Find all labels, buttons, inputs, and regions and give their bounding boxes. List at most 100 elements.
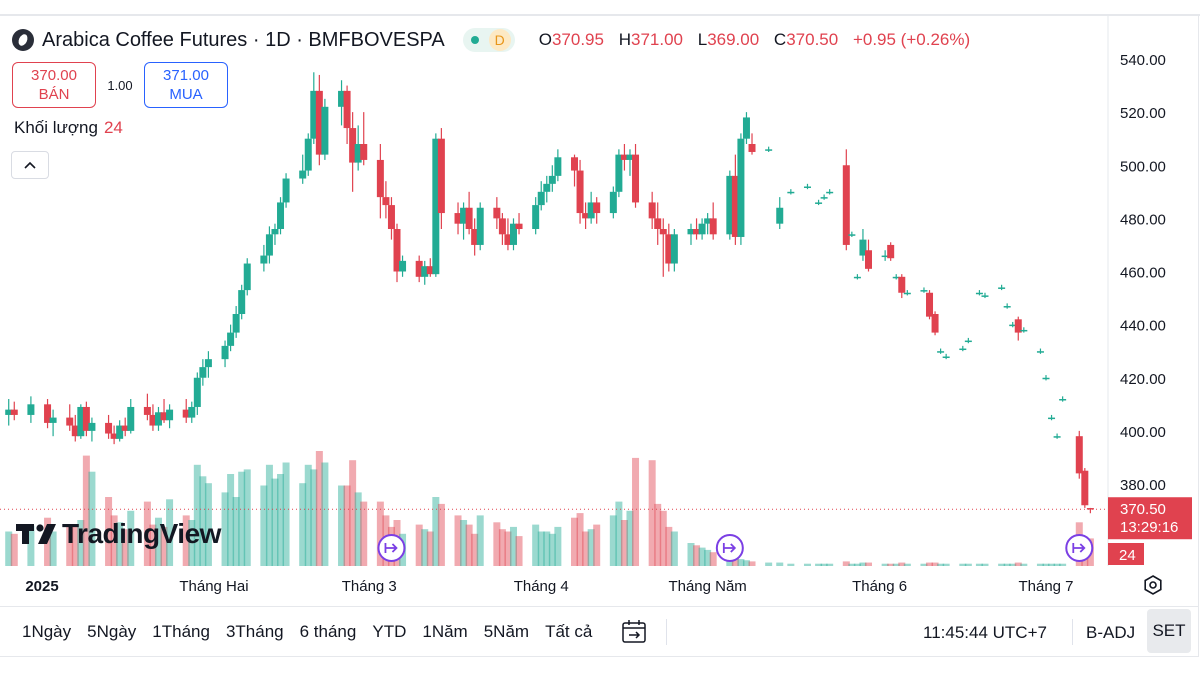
candle-body[interactable] [931,314,939,333]
candle-body[interactable] [465,207,473,229]
candle-body[interactable] [299,170,307,179]
candle-body[interactable] [105,422,113,434]
candle-body[interactable] [1048,417,1056,420]
candle-body[interactable] [82,406,90,431]
candle-body[interactable] [1081,470,1089,506]
candle-body[interactable] [942,356,950,359]
candle-body[interactable] [71,425,79,437]
chart-settings-gear-icon[interactable] [1142,574,1164,596]
candle-body[interactable] [338,90,346,107]
candle-body[interactable] [149,414,157,426]
sell-button[interactable]: 370.00 BÁN [12,62,96,108]
candle-body[interactable] [815,202,823,204]
range-ytd[interactable]: YTD [372,622,407,641]
candle-body[interactable] [1053,436,1061,438]
candle-body[interactable] [881,255,889,258]
candle-body[interactable] [659,229,667,235]
candle-body[interactable] [282,178,290,203]
candle-body[interactable] [44,404,52,423]
candle-body[interactable] [387,205,395,229]
candle-body[interactable] [493,207,501,219]
candle-body[interactable] [426,266,434,275]
candle-body[interactable] [532,205,540,229]
candle-body[interactable] [626,154,634,160]
candle-body[interactable] [121,425,129,431]
candle-body[interactable] [842,165,850,245]
candle-body[interactable] [898,276,906,293]
chart-canvas[interactable]: 540.00 520.00 500.00 480.00 460.00 440.00 420.… [0,0,1200,606]
candle-body[interactable] [277,202,285,229]
candle-body[interactable] [382,197,390,206]
candle-body[interactable] [1036,351,1044,353]
candle-body[interactable] [471,229,479,245]
candle-body[interactable] [609,191,617,214]
market-status-badge[interactable]: D [462,28,515,52]
candle-body[interactable] [654,218,662,229]
candle-body[interactable] [238,290,246,314]
candle-body[interactable] [193,377,201,407]
candle-body[interactable] [632,154,640,203]
candle-body[interactable] [27,404,35,415]
candle-body[interactable] [421,266,429,277]
candle-body[interactable] [321,106,329,155]
session-toggle[interactable]: SET [1147,609,1191,653]
candle-body[interactable] [360,144,368,160]
candle-body[interactable] [509,223,517,245]
timezone-clock[interactable]: 11:45:44 UTC+7 [923,623,1047,642]
candle-body[interactable] [110,433,118,439]
candle-body[interactable] [543,183,551,192]
candle-body[interactable] [454,213,462,224]
collapse-legend-button[interactable] [11,151,49,179]
candle-body[interactable] [1020,329,1028,332]
candle-body[interactable] [959,348,967,351]
candle-body[interactable] [787,191,795,194]
candle-body[interactable] [310,90,318,139]
candle-body[interactable] [393,229,401,272]
candle-body[interactable] [188,406,196,418]
candle-body[interactable] [587,202,595,219]
candle-body[interactable] [460,207,468,224]
candle-body[interactable] [576,170,584,214]
candle-body[interactable] [415,260,423,277]
candle-body[interactable] [853,276,861,279]
candle-body[interactable] [803,186,811,189]
candle-body[interactable] [304,138,312,171]
candle-body[interactable] [49,417,57,423]
candle-body[interactable] [265,234,273,256]
adjustment-toggle[interactable]: B-ADJ [1086,623,1136,642]
range-all[interactable]: Tất cả [545,622,593,641]
candle-body[interactable] [998,287,1006,289]
candle-body[interactable] [615,154,623,192]
candle-body[interactable] [704,218,712,224]
candle-body[interactable] [77,406,85,437]
candle-body[interactable] [665,234,673,264]
range-1m[interactable]: 1Tháng [152,622,210,641]
range-5d[interactable]: 5Ngày [87,622,137,641]
candle-body[interactable] [354,144,362,163]
candle-body[interactable] [826,191,834,194]
candle-body[interactable] [698,223,706,235]
candle-body[interactable] [964,340,972,343]
candle-body[interactable] [926,292,934,317]
candle-body[interactable] [687,229,695,235]
candle-body[interactable] [864,250,872,269]
candle-body[interactable] [593,202,601,214]
range-6m[interactable]: 6 tháng [299,622,357,641]
candle-body[interactable] [10,409,18,415]
candle-body[interactable] [582,213,590,219]
candle-body[interactable] [920,290,928,292]
candle-body[interactable] [1003,306,1011,308]
candle-body[interactable] [437,138,445,214]
go-to-date-button[interactable] [620,619,648,645]
candle-body[interactable] [1014,319,1022,333]
candle-body[interactable] [1009,324,1017,327]
candle-body[interactable] [887,244,895,259]
candle-body[interactable] [399,260,407,272]
range-1d[interactable]: 1Ngày [22,622,72,641]
candle-body[interactable] [648,202,656,219]
candle-body[interactable] [571,157,579,171]
candle-body[interactable] [726,175,734,235]
candle-body[interactable] [66,417,74,426]
candle-body[interactable] [693,229,701,235]
candle-body[interactable] [737,138,745,237]
